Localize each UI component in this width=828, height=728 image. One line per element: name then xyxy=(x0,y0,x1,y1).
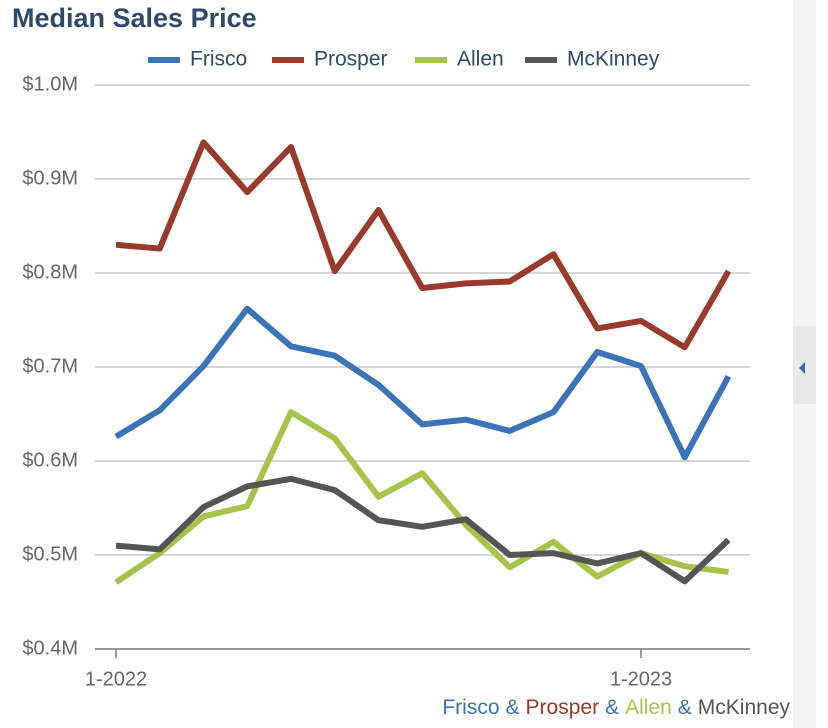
footer-separator: & xyxy=(678,696,692,719)
legend-item: Prosper xyxy=(272,48,388,71)
y-tick-label: $0.8M xyxy=(22,261,78,283)
y-tick-label: $1.0M xyxy=(22,73,78,95)
series-line xyxy=(115,139,732,351)
legend-label: Allen xyxy=(457,48,504,71)
legend-label: McKinney xyxy=(567,48,660,71)
chart-title: Median Sales Price xyxy=(12,3,257,33)
footer-name: McKinney xyxy=(698,696,790,719)
chart: Median Sales Price $0.4M $0.5M $0.6M $0.7M $… xyxy=(12,3,790,719)
footer-name: Frisco xyxy=(442,696,499,719)
legend-item: McKinney xyxy=(525,48,660,71)
y-tick-label: $0.7M xyxy=(22,355,78,377)
toggle-icon xyxy=(799,362,805,374)
panel-toggle[interactable] xyxy=(793,326,816,404)
series-line xyxy=(115,475,731,585)
legend-item: Frisco xyxy=(148,48,247,71)
legend-label: Frisco xyxy=(190,48,247,71)
x-tick-label: 1-2022 xyxy=(85,668,147,690)
footer-separator: & xyxy=(506,696,520,719)
footer-separator: & xyxy=(605,696,619,719)
y-tick-label: $0.9M xyxy=(22,167,78,189)
y-tick-label: $0.5M xyxy=(22,543,78,565)
legend-label: Prosper xyxy=(314,48,388,71)
y-tick-label: $0.6M xyxy=(22,449,78,471)
x-tick-label: 1-2023 xyxy=(610,668,672,690)
series-line xyxy=(114,409,729,585)
series-line xyxy=(114,305,732,461)
legend-item: Allen xyxy=(415,48,504,71)
footer-name: Allen xyxy=(625,696,672,719)
footer-name: Prosper xyxy=(526,696,600,719)
footer-caption: Frisco & Prosper & Allen & McKinney xyxy=(442,696,790,719)
y-tick-label: $0.4M xyxy=(22,637,78,659)
